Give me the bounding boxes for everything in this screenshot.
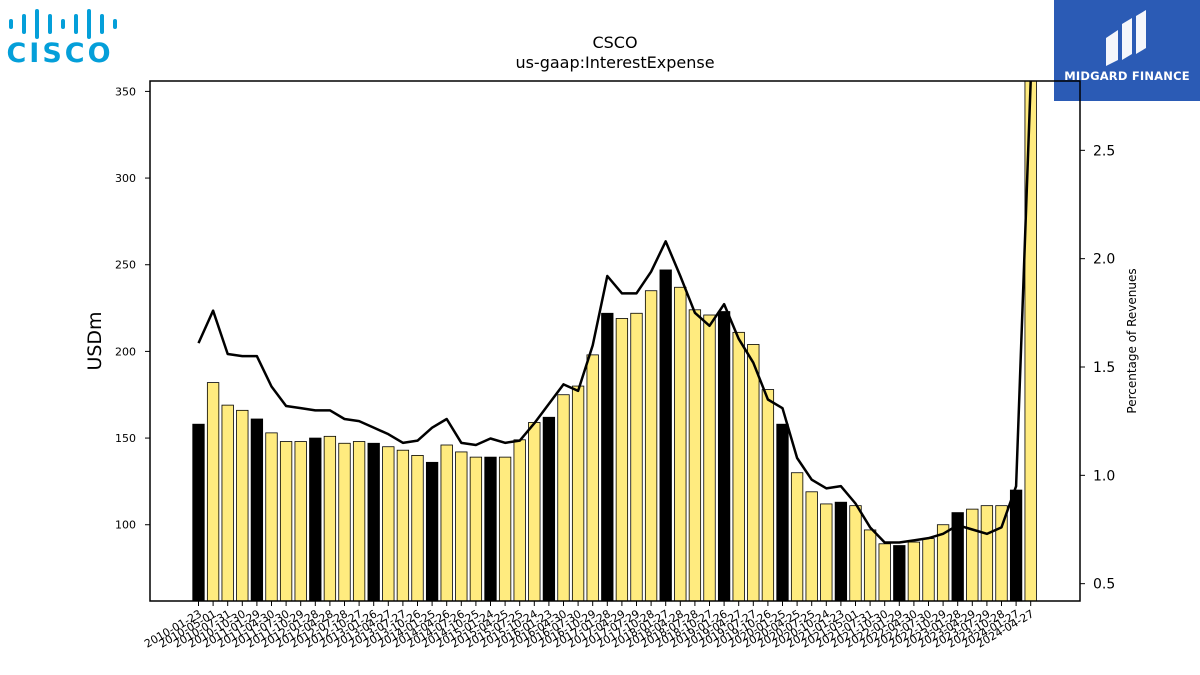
bar xyxy=(615,318,629,602)
bar xyxy=(294,441,307,602)
cisco-logo-bar xyxy=(113,19,117,29)
bar xyxy=(323,435,337,602)
bar xyxy=(338,442,351,602)
bar xyxy=(863,529,877,602)
bar xyxy=(206,382,220,602)
bar xyxy=(250,418,264,602)
bar xyxy=(703,314,716,602)
bar xyxy=(790,472,804,602)
midgard-finance-logo: MIDGARD FINANCE xyxy=(1054,0,1200,101)
bar xyxy=(761,389,775,602)
bar xyxy=(907,541,921,602)
bar xyxy=(192,423,205,602)
bar xyxy=(542,416,556,602)
bar xyxy=(922,538,935,602)
cisco-logo: CISCO xyxy=(0,0,130,75)
cisco-logo-bar xyxy=(74,14,78,34)
bar xyxy=(498,456,512,602)
bar xyxy=(425,461,439,602)
cisco-bridge-icon: CISCO xyxy=(6,9,117,69)
bar xyxy=(279,441,293,602)
cisco-logo-bar xyxy=(87,9,91,39)
bar xyxy=(849,505,862,602)
chart-subtitle: us-gaap:InterestExpense xyxy=(515,53,714,72)
bar xyxy=(469,456,483,602)
bar xyxy=(571,385,585,602)
midgard-emblem-icon xyxy=(1106,10,1146,66)
bar xyxy=(878,543,891,602)
y-tick-label: 100 xyxy=(115,519,136,532)
percentage-line xyxy=(197,81,1032,544)
cisco-logo-bar xyxy=(9,19,13,29)
chart-title: CSCO xyxy=(592,33,637,52)
cisco-logo-bar xyxy=(100,14,104,34)
bar xyxy=(382,446,395,602)
y2-tick-label: 2.0 xyxy=(1093,252,1115,268)
bar xyxy=(513,439,526,602)
bar xyxy=(630,312,643,602)
bar xyxy=(1009,489,1023,602)
bar xyxy=(980,505,994,602)
bar xyxy=(834,501,848,602)
bar xyxy=(688,309,702,602)
line-series xyxy=(197,81,1032,544)
bar xyxy=(557,394,570,602)
bar-series xyxy=(192,80,1037,602)
y-tick-label: 250 xyxy=(115,259,136,272)
plot-frame xyxy=(149,80,1081,602)
y2-tick-label: 1.0 xyxy=(1093,468,1115,484)
bar xyxy=(659,269,672,602)
bar xyxy=(805,491,818,602)
y-tick-label: 150 xyxy=(115,432,136,445)
y2-tick-label: 2.5 xyxy=(1093,143,1115,159)
y-tick-label: 200 xyxy=(115,345,136,358)
bar xyxy=(995,505,1008,602)
y2-tick-label: 0.5 xyxy=(1093,577,1115,593)
cisco-logo-bar xyxy=(35,9,39,39)
cisco-logo-bar xyxy=(22,14,26,34)
bar xyxy=(644,290,658,602)
bar xyxy=(747,344,760,602)
y-axis-label: USDm xyxy=(84,311,106,370)
bar xyxy=(236,409,249,602)
bar xyxy=(455,451,468,602)
bar xyxy=(601,312,614,602)
bar xyxy=(820,503,833,602)
bar xyxy=(396,449,410,602)
midgard-logo-text: MIDGARD FINANCE xyxy=(1064,69,1190,83)
bar xyxy=(966,508,979,602)
y-tick-label: 350 xyxy=(115,85,136,98)
right-axis-ticks: 0.5 1.0 1.5 2.0 2.5 xyxy=(1080,143,1115,593)
cisco-logo-bar xyxy=(61,19,65,29)
left-axis-ticks: 100 150 200 250 300 350 xyxy=(115,85,150,532)
bar xyxy=(732,331,745,602)
bar xyxy=(893,545,906,602)
bar xyxy=(411,454,424,602)
bar xyxy=(440,444,453,602)
y2-tick-label: 1.5 xyxy=(1093,360,1115,376)
bar xyxy=(352,441,366,602)
y-tick-label: 300 xyxy=(115,172,136,185)
cisco-logo-bar xyxy=(48,14,52,34)
bar xyxy=(586,354,599,602)
x-axis-ticks: 2010-01-232010-05-012010-07-312010-10-30… xyxy=(142,601,1036,651)
bar xyxy=(367,442,380,602)
bar xyxy=(484,456,497,602)
bar xyxy=(776,423,789,602)
bar xyxy=(717,311,731,602)
y2-axis-label: Percentage of Revenues xyxy=(1125,268,1139,413)
bar xyxy=(309,437,322,602)
bar xyxy=(528,422,541,602)
bar xyxy=(265,432,278,602)
bar xyxy=(674,286,687,602)
bar xyxy=(221,404,234,602)
cisco-logo-text: CISCO xyxy=(6,38,113,69)
